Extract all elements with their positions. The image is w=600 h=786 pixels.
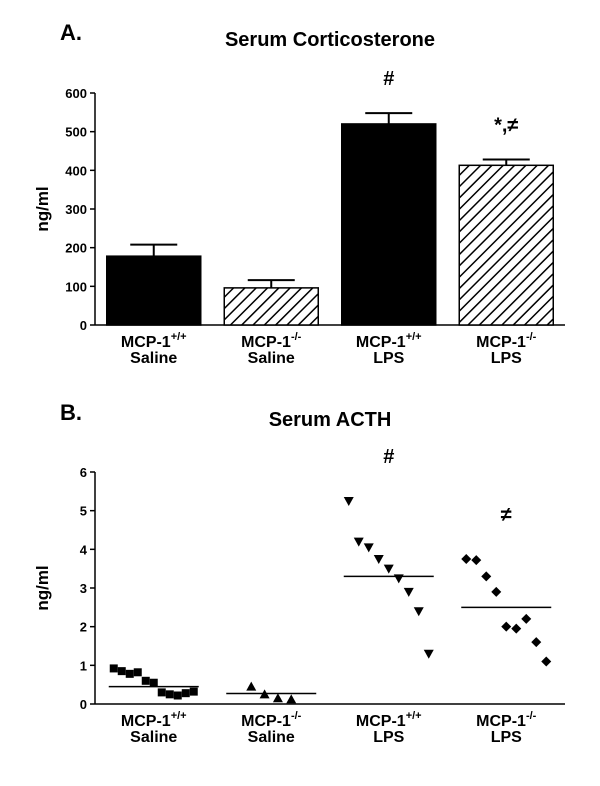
panel-label: A. <box>60 20 82 45</box>
x-tick-label: MCP-1-/- <box>476 331 537 351</box>
y-tick-label: 6 <box>80 465 87 480</box>
data-point <box>109 664 118 673</box>
data-point <box>343 497 354 506</box>
y-tick-label: 0 <box>80 318 87 333</box>
y-tick-label: 4 <box>80 542 88 557</box>
category-superscript: +/+ <box>171 710 187 722</box>
annotation: *,≠ <box>494 115 518 137</box>
x-tick-label: MCP-1+/+ <box>356 710 422 730</box>
x-tick-sublabel: Saline <box>248 729 295 746</box>
bar <box>106 255 202 326</box>
y-tick-label: 5 <box>80 504 87 519</box>
y-tick-label: 500 <box>65 125 87 140</box>
y-tick-label: 1 <box>80 658 87 673</box>
x-tick-sublabel: Saline <box>130 350 177 367</box>
annotation: ≠ <box>501 504 512 526</box>
x-tick-label: MCP-1+/+ <box>121 710 187 730</box>
data-point <box>189 687 198 696</box>
data-point <box>173 691 182 700</box>
y-tick-label: 3 <box>80 581 87 596</box>
data-point <box>481 571 492 582</box>
category-label: MCP-1 <box>476 334 526 351</box>
category-label: MCP-1 <box>356 713 406 730</box>
panel-label: B. <box>60 400 82 425</box>
x-tick-sublabel: LPS <box>373 350 404 367</box>
data-point <box>133 668 142 677</box>
x-tick-label: MCP-1-/- <box>241 331 302 351</box>
data-point <box>272 693 283 703</box>
y-tick-label: 100 <box>65 279 87 294</box>
data-point <box>471 555 482 566</box>
data-point <box>246 681 257 691</box>
category-superscript: -/- <box>526 331 537 343</box>
data-point <box>363 543 374 553</box>
x-tick-sublabel: LPS <box>491 350 522 367</box>
y-tick-label: 200 <box>65 241 87 256</box>
data-point <box>353 537 364 547</box>
x-tick-sublabel: Saline <box>130 729 177 746</box>
x-tick-label: MCP-1-/- <box>476 710 537 730</box>
chart-title: Serum Corticosterone <box>225 29 435 51</box>
data-point <box>157 688 166 697</box>
y-axis-label: ng/ml <box>33 186 52 231</box>
data-point <box>117 667 126 676</box>
y-tick-label: 2 <box>80 620 87 635</box>
category-label: MCP-1 <box>356 334 406 351</box>
data-point <box>511 623 522 634</box>
x-tick-label: MCP-1+/+ <box>121 331 187 351</box>
data-point <box>181 689 190 698</box>
data-point <box>423 649 434 659</box>
category-superscript: -/- <box>291 710 302 722</box>
x-tick-sublabel: LPS <box>491 729 522 746</box>
y-tick-label: 600 <box>65 86 87 101</box>
data-point <box>501 621 512 632</box>
y-axis-label: ng/ml <box>33 565 52 610</box>
x-tick-label: MCP-1-/- <box>241 710 302 730</box>
data-point <box>531 637 542 648</box>
category-label: MCP-1 <box>121 713 171 730</box>
bar <box>341 123 437 326</box>
category-superscript: -/- <box>291 331 302 343</box>
y-tick-label: 300 <box>65 202 87 217</box>
data-point <box>165 690 174 699</box>
x-tick-sublabel: Saline <box>248 350 295 367</box>
data-point <box>413 607 424 617</box>
bar <box>458 164 554 326</box>
annotation: # <box>383 68 394 90</box>
bar <box>223 287 319 326</box>
category-superscript: +/+ <box>406 331 422 343</box>
y-tick-label: 0 <box>80 697 87 712</box>
data-point <box>491 586 502 597</box>
x-tick-label: MCP-1+/+ <box>356 331 422 351</box>
data-point <box>141 676 150 685</box>
category-superscript: -/- <box>526 710 537 722</box>
data-point <box>373 555 384 564</box>
y-tick-label: 400 <box>65 163 87 178</box>
data-point <box>521 613 532 624</box>
data-point <box>149 678 158 687</box>
annotation: # <box>383 446 394 468</box>
category-superscript: +/+ <box>406 710 422 722</box>
category-superscript: +/+ <box>171 331 187 343</box>
data-point <box>125 669 134 678</box>
data-point <box>541 656 552 667</box>
data-point <box>403 587 414 597</box>
category-label: MCP-1 <box>241 334 291 351</box>
category-label: MCP-1 <box>241 713 291 730</box>
x-tick-sublabel: LPS <box>373 729 404 746</box>
data-point <box>383 564 394 574</box>
chart-title: Serum ACTH <box>269 409 392 431</box>
category-label: MCP-1 <box>476 713 526 730</box>
category-label: MCP-1 <box>121 334 171 351</box>
data-point <box>286 694 297 704</box>
data-point <box>461 554 472 564</box>
